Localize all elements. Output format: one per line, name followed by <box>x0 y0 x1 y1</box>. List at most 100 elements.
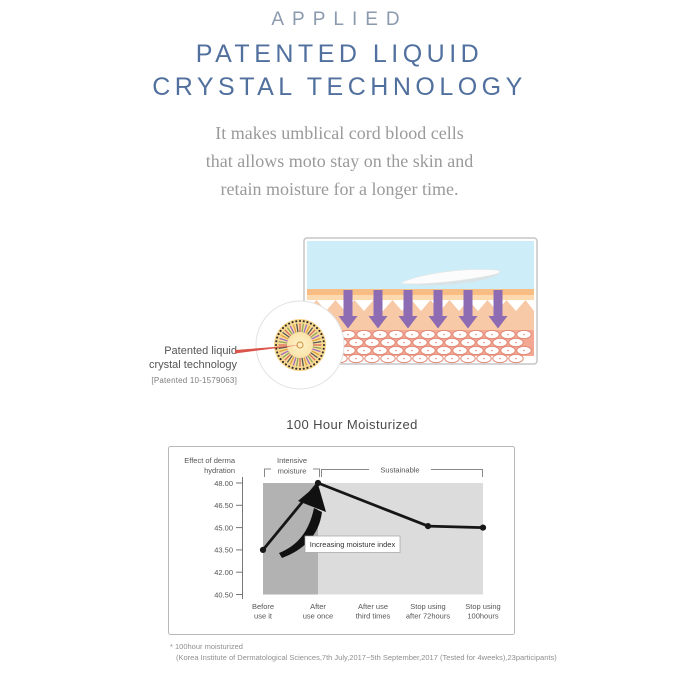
micelle-dot <box>309 365 312 368</box>
cell-nucleus <box>483 341 485 344</box>
cell-nucleus <box>443 349 445 352</box>
y-tick-label: 46.50 <box>214 501 233 510</box>
page-title-line1: PATENTED LIQUID <box>195 40 484 68</box>
chart-plot: 48.0046.5045.0043.5042.0040.50Beforeuse … <box>214 477 501 621</box>
y-tick-label: 42.00 <box>214 568 233 577</box>
micelle-dot <box>284 324 287 327</box>
data-point <box>424 523 432 530</box>
x-category-label: Stop using <box>410 602 445 611</box>
intro-line1: It makes umblical cord blood cells <box>215 123 464 143</box>
cell-nucleus <box>507 349 509 352</box>
absorption-arrow-icon <box>338 290 358 329</box>
cell-nucleus <box>483 357 485 360</box>
absorption-arrow-icon <box>368 290 388 329</box>
patent-number: [Patented 10-1579063] <box>151 376 237 385</box>
cell-nucleus <box>451 341 453 344</box>
micelle-dot <box>322 347 325 350</box>
micelle-dot <box>298 367 302 371</box>
x-category-label: Before <box>252 602 274 611</box>
micelle-dot <box>320 354 323 357</box>
y-tick-label: 40.50 <box>214 590 233 599</box>
trend-arrow-body <box>279 508 322 558</box>
micelle-spoke <box>289 325 295 334</box>
micelle-spoke <box>310 331 318 338</box>
y-axis-label-line2: hydration <box>204 466 235 475</box>
x-category-label: After <box>310 602 326 611</box>
micelle-dot <box>322 340 325 343</box>
cell-nucleus <box>475 333 477 336</box>
micelle-spoke <box>305 325 311 334</box>
cell-nucleus <box>371 357 373 360</box>
cream-swoosh-icon <box>401 269 500 285</box>
micelle-center-ring <box>296 341 304 349</box>
cell-nucleus <box>523 333 525 336</box>
x-category-label: third times <box>356 612 391 621</box>
cell-nucleus <box>387 357 389 360</box>
cell-nucleus <box>467 341 469 344</box>
micelle-dot <box>302 367 305 370</box>
micelle-dot <box>321 336 324 339</box>
data-point <box>314 479 322 487</box>
chart-annotations: Effect of derma hydration Intensive mois… <box>184 456 483 558</box>
micelle-dot <box>277 333 280 336</box>
cell-nucleus <box>395 333 397 336</box>
footnote-line1: * 100hour moisturized <box>170 642 243 651</box>
micelle-spoke <box>280 334 289 340</box>
micelle-dot <box>274 343 278 347</box>
absorption-arrows-icon <box>338 290 508 329</box>
x-category-label: use once <box>303 612 333 621</box>
micelle-spoke <box>278 346 288 350</box>
x-category-label: After use <box>358 602 388 611</box>
cell-nucleus <box>395 349 397 352</box>
micelle-dot <box>315 326 319 330</box>
micelle-spoke <box>305 356 311 365</box>
micelle-dot <box>284 363 287 366</box>
arrow-label: Increasing moisture index <box>310 540 396 549</box>
micelle-spoke <box>311 350 320 356</box>
page-title-line2: CRYSTAL TECHNOLOGY <box>152 73 527 101</box>
micelle-spoke <box>303 357 308 366</box>
intro-line3: retain moisture for a longer time. <box>220 179 459 199</box>
footnote-line2: (Korea Institute of Dermatological Scien… <box>176 652 557 662</box>
cell-nucleus <box>403 341 405 344</box>
micelle-dot <box>275 340 278 343</box>
micelle-spoke <box>284 353 292 361</box>
data-point <box>479 524 487 531</box>
arrow-label-box <box>304 535 401 553</box>
epidermis-layer <box>307 300 534 330</box>
y-tick-label: 45.00 <box>214 523 233 532</box>
cell-nucleus <box>507 333 509 336</box>
cell-nucleus <box>499 341 501 344</box>
cell-nucleus <box>379 349 381 352</box>
intro-paragraph: It makes umblical cord blood cells that … <box>0 119 679 203</box>
cell-nucleus <box>419 341 421 344</box>
cell-nucleus <box>371 341 373 344</box>
micelle-spoke <box>312 340 322 344</box>
micelle-spoke <box>292 324 297 333</box>
cell-nucleus <box>515 357 517 360</box>
x-category-label: use it <box>254 612 273 621</box>
absorption-arrow-icon <box>458 290 478 329</box>
micelle-spoke <box>286 355 293 363</box>
cell-nucleus <box>419 357 421 360</box>
micelle-spoke <box>289 356 295 365</box>
micelle-label-line2: crystal technology <box>148 359 237 371</box>
micelle-spoke <box>279 337 288 342</box>
micelle-dot <box>318 329 321 332</box>
cell-nucleus <box>435 341 437 344</box>
micelle-spoke <box>310 352 318 359</box>
absorption-arrow-icon <box>428 290 448 329</box>
cell-nucleus <box>411 349 413 352</box>
micelle-spoke <box>282 331 290 338</box>
micelle-label: Patented liquid crystal technology [Pate… <box>55 344 237 388</box>
micelle-dot <box>318 358 321 361</box>
skin-surface-layer <box>307 289 534 295</box>
micelle-dot <box>295 320 298 323</box>
data-point <box>259 546 267 553</box>
cell-nucleus <box>475 349 477 352</box>
cell-nucleus <box>347 333 349 336</box>
micelle-dot <box>288 322 291 325</box>
intensive-bracket-right <box>313 468 320 477</box>
micelle-dot <box>322 343 326 347</box>
